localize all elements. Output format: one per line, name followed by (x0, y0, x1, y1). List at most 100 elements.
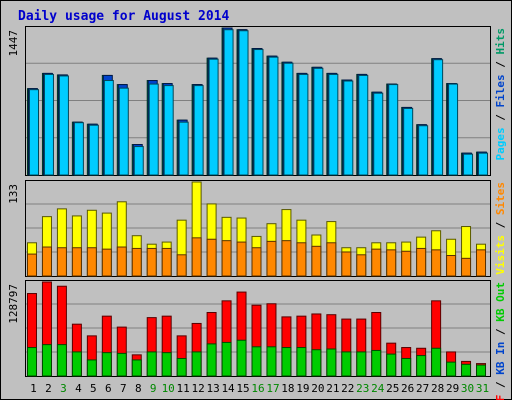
bar-pages-day-23 (358, 74, 369, 176)
bar-sites-day-27 (416, 247, 427, 277)
bar-pages-day-3 (58, 75, 69, 176)
x-tick-label: 24 (371, 382, 385, 395)
y-max-label: 128797 (7, 284, 20, 324)
bar-sites-day-8 (131, 247, 142, 277)
bar-sites-day-12 (191, 237, 202, 277)
side-legend: Visits / Sites (494, 182, 507, 275)
bar-sites-day-19 (296, 242, 307, 277)
bar-kb-out-day-4 (71, 351, 82, 377)
bar-kb-out-day-26 (401, 357, 412, 377)
bar-kb-out-day-8 (131, 359, 142, 377)
x-tick-label: 3 (60, 382, 67, 395)
bar-kb-out-day-16 (251, 346, 262, 377)
bar-pages-day-15 (238, 30, 249, 176)
y-max-label: 1447 (7, 30, 20, 57)
bar-kb-out-day-3 (56, 344, 67, 377)
bar-pages-day-12 (193, 85, 204, 176)
bar-pages-day-4 (73, 122, 84, 176)
x-tick-label: 18 (281, 382, 294, 395)
bar-sites-day-4 (71, 247, 82, 277)
bar-kb-out-day-12 (191, 351, 202, 377)
x-tick-label: 25 (386, 382, 399, 395)
bar-sites-day-25 (386, 249, 397, 277)
x-tick-label: 7 (120, 382, 127, 395)
bar-pages-day-18 (283, 62, 294, 176)
x-tick-label: 13 (206, 382, 219, 395)
bar-kb-out-day-14 (221, 341, 232, 377)
bar-sites-day-15 (236, 241, 247, 277)
x-tick-label: 11 (177, 382, 190, 395)
legend-part: / (494, 108, 507, 128)
x-tick-label: 19 (296, 382, 309, 395)
legend-part: KB Out (494, 282, 507, 322)
x-tick-label: 16 (251, 382, 264, 395)
x-axis-labels: 1 2 3 4 5 6 7 8 9 10 11 12 13 14 15 16 17 18 19 20 21 22 23 24 2… (30, 382, 489, 395)
bar-pages-day-13 (208, 58, 219, 176)
bar-sites-day-16 (251, 247, 262, 277)
bar-pages-day-10 (163, 85, 174, 176)
bar-pages-day-24 (373, 92, 384, 176)
bar-pages-day-11 (178, 121, 189, 176)
bar-sites-day-6 (101, 248, 112, 277)
legend-part: Pages (494, 127, 507, 160)
bar-kb-out-day-28 (431, 347, 442, 377)
bar-pages-day-28 (433, 59, 444, 176)
bar-sites-day-30 (461, 257, 472, 277)
panel-hits-files-pages: 1447 Pages / Files / Hits (7, 26, 507, 176)
x-tick-label: 8 (135, 382, 142, 395)
bar-kb-out-day-7 (116, 352, 127, 377)
bar-pages-day-17 (268, 56, 279, 176)
x-tick-label: 27 (416, 382, 429, 395)
bar-sites-day-2 (41, 246, 52, 277)
bar-kb-out-day-1 (26, 347, 37, 377)
y-max-label: 133 (7, 184, 20, 204)
bar-kb-out-day-11 (176, 357, 187, 377)
bar-pages-day-21 (328, 73, 339, 176)
bar-kb-out-day-23 (356, 351, 367, 377)
x-tick-label: 28 (431, 382, 444, 395)
bar-sites-day-7 (116, 246, 127, 277)
x-tick-label: 6 (105, 382, 112, 395)
bar-pages-day-2 (43, 73, 54, 176)
bar-sites-day-31 (476, 249, 487, 277)
bar-sites-day-18 (281, 240, 292, 277)
bar-pages-day-22 (343, 80, 354, 176)
x-tick-label: 31 (476, 382, 489, 395)
bar-sites-day-13 (206, 238, 217, 277)
bar-sites-day-5 (86, 247, 97, 277)
bar-pages-day-30 (463, 153, 474, 176)
legend-part: / (494, 375, 507, 395)
bar-pages-day-19 (298, 73, 309, 176)
legend-part: Sites (494, 182, 507, 215)
bar-pages-day-31 (478, 152, 489, 176)
bar-kb-out-day-10 (161, 352, 172, 377)
bar-sites-day-23 (356, 254, 367, 277)
panel-visits-sites: 133 Visits / Sites (7, 180, 507, 277)
bar-pages-day-16 (253, 49, 264, 176)
x-tick-label: 23 (356, 382, 369, 395)
x-tick-label: 10 (162, 382, 175, 395)
bar-pages-day-29 (448, 83, 459, 176)
bar-sites-day-21 (326, 242, 337, 277)
bar-pages-day-5 (88, 124, 99, 176)
legend-part: Visits (494, 235, 507, 275)
legend-part: / (494, 215, 507, 235)
bar-kb-out-day-29 (446, 361, 457, 377)
bar-kb-out-day-18 (281, 347, 292, 377)
bar-sites-day-22 (341, 251, 352, 277)
bar-kb-out-day-25 (386, 353, 397, 377)
bar-sites-day-24 (371, 248, 382, 277)
bar-sites-day-10 (161, 247, 172, 277)
bar-pages-day-6 (103, 80, 114, 176)
x-tick-label: 4 (75, 382, 82, 395)
x-tick-label: 22 (341, 382, 354, 395)
bar-kb-out-day-6 (101, 352, 112, 377)
legend-part: / (494, 322, 507, 342)
x-tick-label: 12 (192, 382, 205, 395)
bar-kb-out-day-19 (296, 347, 307, 377)
bar-pages-day-25 (388, 84, 399, 176)
legend-part: KB F (494, 395, 507, 400)
bar-pages-day-7 (118, 87, 129, 176)
bar-kb-out-day-27 (416, 355, 427, 377)
